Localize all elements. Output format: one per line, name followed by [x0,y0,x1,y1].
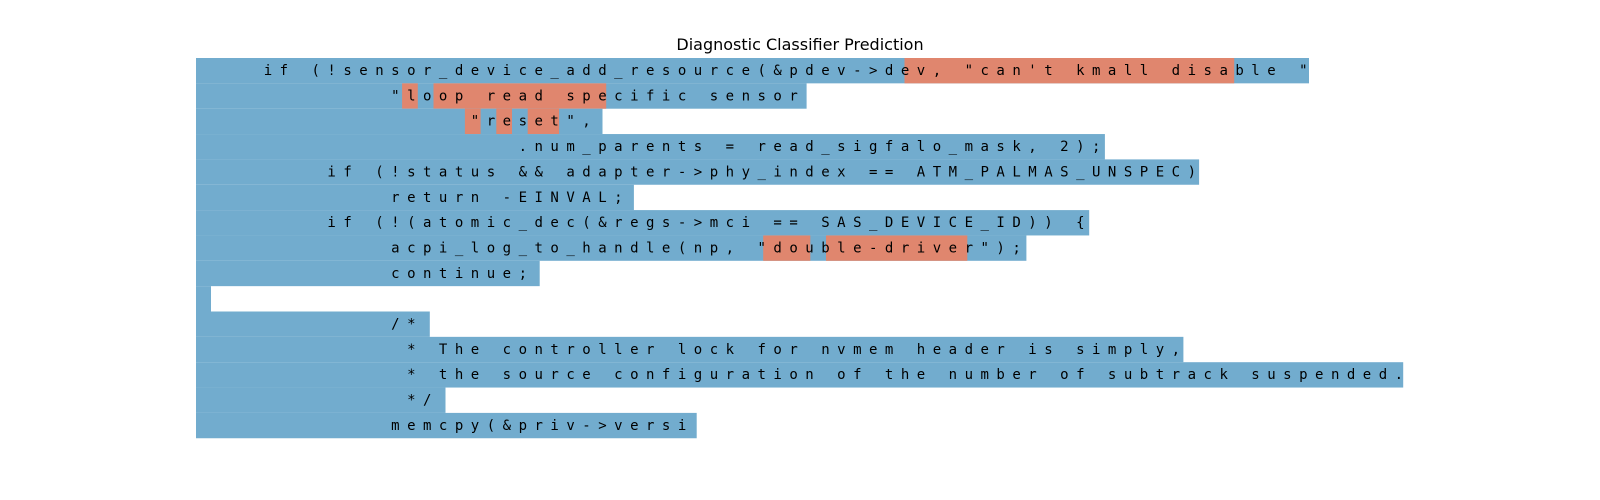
code-line-text: if (!(atomic_dec(&regs->mci == SAS_DEVIC… [200,215,1092,231]
code-line: acpi_log_to_handle(np, "double-driver"); [196,235,1028,261]
code-line: if (!sensor_device_add_resource(&pdev->d… [196,58,1315,84]
line-background [196,362,1404,388]
code-line-text: "reset", [200,114,598,130]
highlight-span [826,235,968,261]
highlight-span [402,83,418,109]
line-background [196,387,446,413]
code-line: /* [196,311,430,337]
highlight-span [433,83,607,109]
line-background [196,412,697,439]
code-line-text: */ [200,393,439,409]
code-line-text: if (!status && adapter->phy_index == ATM… [200,164,1204,180]
line-background [196,311,430,337]
code-line [196,286,211,312]
code-line-text: acpi_log_to_handle(np, "double-driver"); [200,240,1028,256]
line-background [196,286,211,312]
line-background [196,210,1090,236]
code-line-text: /* [200,317,423,333]
code-line-text: * The controller lock for nvmem header i… [200,342,1188,358]
code-line: if (!status && adapter->phy_index == ATM… [196,159,1204,185]
highlight-span [527,108,560,135]
code-line-text: "loop read specific sensor [200,88,805,104]
line-background [196,260,540,287]
code-line: memcpy(&priv->versi [196,412,697,439]
code-line: * The controller lock for nvmem header i… [196,336,1188,363]
line-background [196,134,1105,160]
code-line-text: continue; [200,266,535,282]
code-line: return -EINVAL; [196,184,634,211]
highlight-span [464,108,481,135]
code-line-text: .num_parents = read_sigfalo_mask, 2); [200,139,1108,155]
code-line: "loop read specific sensor [196,83,807,109]
line-background [196,159,1200,185]
code-line-text: * the source configuration of the number… [200,367,1411,383]
code-line: continue; [196,260,540,287]
code-line: "reset", [196,108,603,135]
code-line-text: return -EINVAL; [200,190,630,206]
line-background [196,336,1184,363]
chart-title: Diagnostic Classifier Prediction [676,35,924,54]
highlight-span [904,58,1235,84]
line-background [196,184,634,211]
code-line: .num_parents = read_sigfalo_mask, 2); [196,134,1108,160]
code-line: * the source configuration of the number… [196,362,1411,388]
code-line: if (!(atomic_dec(&regs->mci == SAS_DEVIC… [196,210,1092,236]
code-line: */ [196,387,446,413]
code-line-text: if (!sensor_device_add_resource(&pdev->d… [200,63,1315,79]
highlight-span [763,235,811,261]
code-line-text: memcpy(&priv->versi [200,418,694,434]
highlight-span [496,108,512,135]
